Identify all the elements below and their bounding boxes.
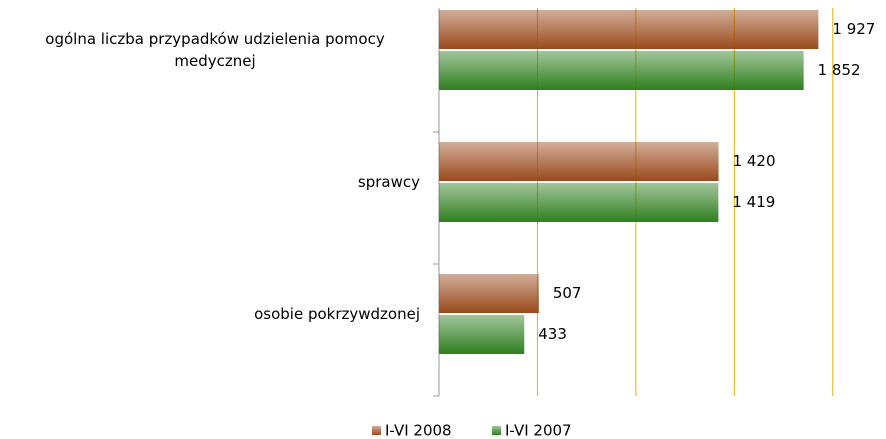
value-label: 1 927 (832, 20, 875, 38)
category-label-box: ogólna liczba przypadków udzielenia pomo… (0, 10, 420, 90)
bar (439, 51, 804, 90)
bar (439, 142, 719, 181)
value-label: 507 (553, 284, 582, 302)
bar (439, 274, 539, 313)
category-label-box: osobie pokrzywdzonej (0, 274, 420, 354)
category-label: ogólna liczba przypadków udzielenia pomo… (45, 30, 385, 70)
legend-label: I-VI 2008 (385, 422, 452, 439)
bar (439, 183, 719, 222)
value-label: 1 852 (818, 61, 861, 79)
category-label: sprawcy (357, 173, 420, 191)
legend-swatch (372, 426, 381, 435)
category-label: osobie pokrzywdzonej (254, 305, 420, 323)
legend-label: I-VI 2007 (505, 422, 572, 439)
value-label: 1 420 (733, 152, 776, 170)
bar (439, 10, 819, 49)
category-label-box: sprawcy (0, 142, 420, 222)
value-label: 1 419 (732, 193, 775, 211)
legend-swatch (492, 426, 501, 435)
value-label: 433 (538, 325, 567, 343)
bar (439, 315, 525, 354)
